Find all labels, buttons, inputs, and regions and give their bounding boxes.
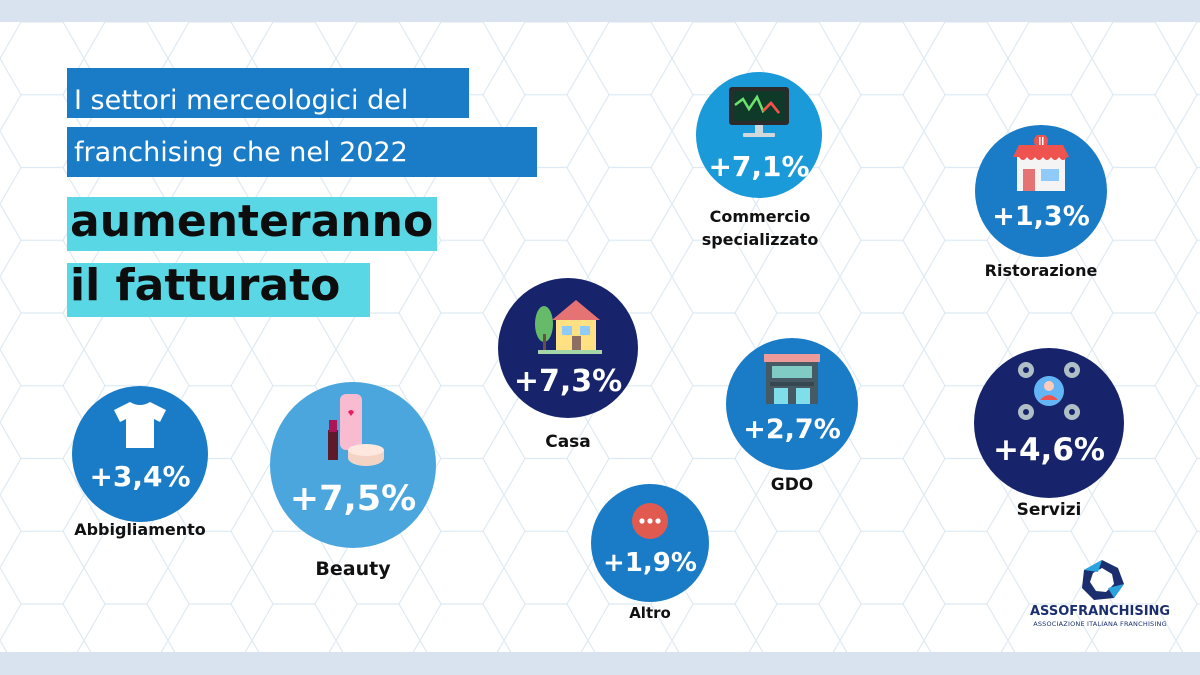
sector-value-gdo: +2,7% <box>743 414 841 445</box>
sector-label-ristorazione: Ristorazione <box>984 261 1098 280</box>
sector-circle-abbigliamento: +3,4% <box>72 386 208 522</box>
sector-circle-ristorazione: +1,3% <box>975 125 1107 257</box>
title-line-2: franchising che nel 2022 <box>74 137 408 168</box>
gears-person-icon <box>1018 362 1080 420</box>
sector-value-ristorazione: +1,3% <box>992 201 1090 232</box>
sector-label-commercio: Commercio specializzato <box>680 205 840 251</box>
more-dots-icon <box>632 503 668 539</box>
sector-circle-casa: +7,3% <box>498 278 638 418</box>
sector-label-gdo: GDO <box>770 475 814 495</box>
logo-name: ASSOFRANCHISING <box>1030 604 1171 619</box>
monitor-chart-icon <box>729 87 789 137</box>
sector-value-altro: +1,9% <box>603 548 697 578</box>
house-icon <box>535 300 602 354</box>
title-bar-2 <box>67 127 537 177</box>
sector-label-casa: Casa <box>545 432 591 452</box>
highlight-bar-2 <box>67 263 370 317</box>
tshirt-icon <box>114 402 166 448</box>
sector-value-servizi: +4,6% <box>993 432 1105 468</box>
bottom-band <box>0 652 1200 675</box>
highlight-line-2: il fatturato <box>70 260 341 311</box>
sector-label-abbigliamento: Abbigliamento <box>74 520 206 539</box>
sector-circle-beauty: +7,5% <box>270 382 436 548</box>
sector-circle-commercio: +7,1% <box>696 72 822 198</box>
sector-label-altro: Altro <box>629 604 671 622</box>
sector-label-commercio-line1: Commercio <box>709 207 811 226</box>
sector-value-casa: +7,3% <box>513 364 623 399</box>
sector-value-abbigliamento: +3,4% <box>89 460 191 493</box>
title-line-1: I settori merceologici del <box>74 85 409 116</box>
sector-circle-servizi: +4,6% <box>974 348 1124 498</box>
assofranchising-logo-icon <box>1082 560 1124 600</box>
cosmetics-icon <box>328 394 384 466</box>
top-band <box>0 0 1200 22</box>
sector-label-commercio-line2: specializzato <box>701 230 819 250</box>
restaurant-store-icon <box>1013 135 1069 191</box>
sector-value-beauty: +7,5% <box>289 479 417 519</box>
sector-circle-gdo: +2,7% <box>726 338 858 470</box>
logo-subtitle: ASSOCIAZIONE ITALIANA FRANCHISING <box>1033 620 1167 628</box>
sector-circle-altro: +1,9% <box>591 484 709 602</box>
supermarket-building-icon <box>764 354 820 404</box>
highlight-bar-1 <box>67 197 437 251</box>
sector-label-beauty: Beauty <box>315 558 391 580</box>
title-bar-1 <box>67 68 469 118</box>
highlight-line-1: aumenteranno <box>70 196 434 247</box>
sector-label-servizi: Servizi <box>1016 500 1082 520</box>
sector-value-commercio: +7,1% <box>708 150 810 183</box>
